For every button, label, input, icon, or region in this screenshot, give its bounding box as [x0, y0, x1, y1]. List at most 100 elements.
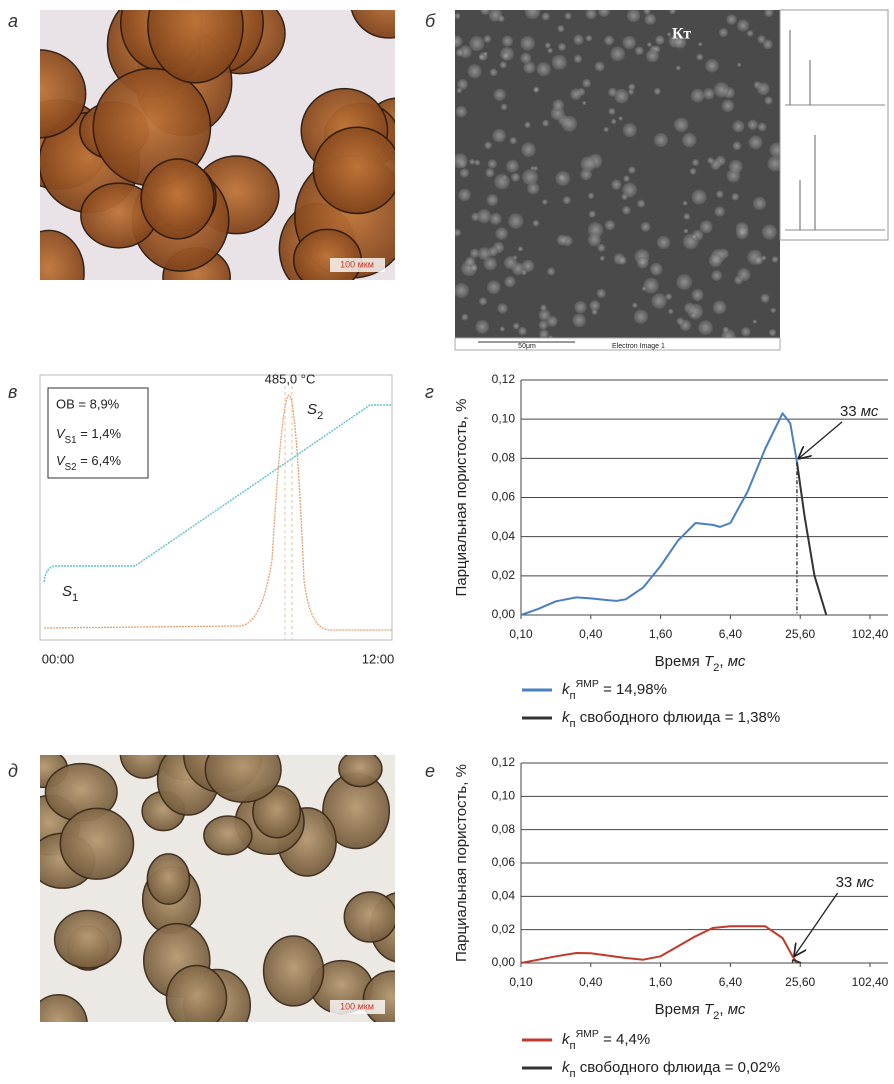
speck — [498, 15, 505, 22]
speck — [769, 329, 776, 336]
speck — [733, 142, 742, 151]
grain — [29, 995, 87, 1054]
speck — [667, 32, 671, 36]
speck — [508, 213, 523, 228]
y-tick-label: 0,02 — [492, 568, 516, 582]
speck — [723, 327, 729, 333]
speck — [495, 227, 507, 239]
speck — [643, 278, 658, 293]
speck — [605, 220, 615, 230]
speck — [692, 234, 698, 240]
speck — [453, 153, 468, 168]
speck — [637, 257, 649, 269]
speck — [477, 209, 491, 223]
grain — [141, 159, 214, 239]
speck — [762, 224, 777, 239]
speck — [669, 8, 675, 14]
x-tick-label: 1,60 — [649, 975, 673, 989]
speck — [731, 193, 739, 201]
figure: а б в г д е 100 мкм Кт 50μm Electron Ima… — [0, 0, 894, 1079]
speck — [458, 189, 470, 201]
speck — [548, 48, 553, 53]
speck — [732, 120, 744, 132]
speck — [647, 42, 652, 47]
speck — [729, 160, 743, 174]
speck — [461, 314, 468, 321]
speck — [598, 5, 609, 16]
speck — [563, 196, 571, 204]
y-tick-label: 0,04 — [492, 529, 516, 543]
speck — [737, 63, 741, 67]
speck — [500, 61, 507, 68]
speck — [518, 327, 526, 335]
speck — [485, 168, 494, 177]
speck — [627, 9, 640, 22]
grain — [363, 971, 421, 1027]
speck — [574, 301, 586, 313]
speck — [655, 35, 664, 44]
speck — [619, 116, 623, 120]
speck — [705, 59, 719, 73]
y-tick-label: 0,10 — [492, 789, 516, 803]
speck — [714, 82, 729, 97]
panel-label: а — [8, 11, 18, 31]
speck — [540, 305, 546, 311]
grain — [55, 910, 121, 968]
speck — [521, 142, 536, 157]
speck — [644, 8, 651, 15]
speck — [753, 320, 757, 324]
x-label: 12:00 — [362, 651, 395, 666]
speck — [688, 304, 703, 319]
y-tick-label: 0,08 — [492, 451, 516, 465]
speck — [654, 133, 668, 147]
speck — [501, 104, 507, 110]
scale-bar-label: 50μm — [518, 343, 536, 350]
speck — [497, 303, 507, 313]
speck — [747, 30, 754, 37]
speck — [586, 35, 593, 42]
grain — [205, 737, 281, 803]
speck — [635, 46, 644, 55]
legend-label: kпЯМР = 14,98% — [562, 678, 667, 702]
speck — [460, 168, 469, 177]
scale-bar-label: 100 мкм — [340, 1001, 374, 1011]
speck — [772, 256, 779, 263]
speck — [479, 297, 487, 305]
speck — [465, 257, 475, 267]
y-tick-label: 0,06 — [492, 855, 516, 869]
y-tick-label: 0,00 — [492, 955, 516, 969]
speck — [565, 12, 572, 19]
speck — [608, 108, 615, 115]
legend-label: kп свободного флюида = 0,02% — [562, 1059, 780, 1079]
stat: ОВ = 8,9% — [56, 396, 120, 411]
speck — [555, 171, 570, 186]
speck — [683, 201, 688, 206]
annotation: 33 мс — [840, 403, 879, 420]
speck — [454, 283, 469, 298]
speck — [552, 55, 567, 70]
speck — [522, 169, 538, 185]
speck — [757, 82, 770, 95]
y-axis-title: Парциальная пористость, % — [453, 764, 470, 962]
speck — [490, 68, 498, 76]
speck — [504, 276, 515, 287]
speck — [457, 79, 468, 90]
x-axis-title: Время T2, мс — [655, 653, 746, 674]
speck — [654, 88, 661, 95]
speck — [561, 116, 577, 132]
speck — [760, 294, 769, 303]
speck — [581, 156, 596, 171]
legend-label: kпЯМР = 4,4% — [562, 1028, 650, 1052]
speck — [595, 62, 605, 72]
x-tick-label: 0,10 — [509, 627, 533, 641]
panel-label: д — [8, 761, 18, 781]
speck — [634, 310, 648, 324]
speck — [692, 190, 707, 205]
speck — [674, 118, 689, 133]
speck — [582, 101, 586, 105]
speck — [632, 303, 637, 308]
speck — [700, 220, 713, 233]
speck — [484, 141, 492, 149]
speck — [525, 3, 541, 19]
x-tick-label: 0,40 — [579, 627, 603, 641]
